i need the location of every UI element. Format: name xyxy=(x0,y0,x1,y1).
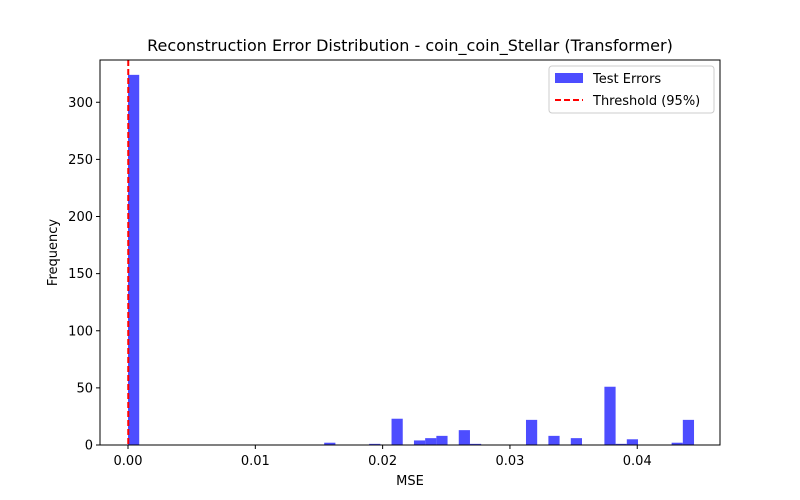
histogram-bar xyxy=(369,443,381,445)
x-axis-label: MSE xyxy=(396,474,424,489)
histogram-bar xyxy=(626,439,639,445)
histogram-bar xyxy=(425,438,437,445)
legend-label-threshold: Threshold (95%) xyxy=(592,94,700,109)
legend-label-test-errors: Test Errors xyxy=(592,72,661,87)
y-tick-label: 300 xyxy=(68,96,93,111)
histogram-bar xyxy=(458,430,470,445)
histogram-bar xyxy=(413,440,426,445)
x-axis-ticks: 0.00 0.01 0.02 0.03 0.04 xyxy=(114,445,652,469)
histogram-bar xyxy=(469,443,482,445)
y-tick-label: 200 xyxy=(68,210,93,225)
y-tick-label: 50 xyxy=(76,381,93,396)
chart-title: Reconstruction Error Distribution - coin… xyxy=(147,36,673,56)
y-tick-label: 0 xyxy=(85,439,93,454)
histogram-bar xyxy=(436,435,448,445)
histogram-bar xyxy=(324,442,336,445)
histogram-bar xyxy=(128,74,140,446)
y-tick-label: 150 xyxy=(68,267,93,282)
histogram-bar xyxy=(548,435,560,445)
x-tick-label: 0.04 xyxy=(623,454,652,469)
y-tick-label: 250 xyxy=(68,153,93,168)
plot-frame xyxy=(99,59,721,446)
legend-patch-test-errors xyxy=(555,73,583,83)
histogram-bar xyxy=(391,418,403,445)
legend-box xyxy=(548,65,715,114)
bars-group xyxy=(128,74,695,446)
x-tick-label: 0.01 xyxy=(241,454,270,469)
y-axis-ticks: 0 50 100 150 200 250 300 xyxy=(68,96,100,454)
histogram-bar xyxy=(682,419,695,445)
x-tick-label: 0.02 xyxy=(368,454,397,469)
x-tick-label: 0.00 xyxy=(114,454,143,469)
legend: Test Errors Threshold (95%) xyxy=(548,65,715,114)
histogram-bar xyxy=(570,438,582,445)
histogram-bar xyxy=(671,442,683,445)
y-axis-label: Frequency xyxy=(46,219,61,286)
histogram-bar xyxy=(525,419,538,445)
y-tick-label: 100 xyxy=(68,324,93,339)
x-tick-label: 0.03 xyxy=(495,454,524,469)
histogram-bar xyxy=(615,443,627,445)
histogram-bar xyxy=(604,386,616,445)
